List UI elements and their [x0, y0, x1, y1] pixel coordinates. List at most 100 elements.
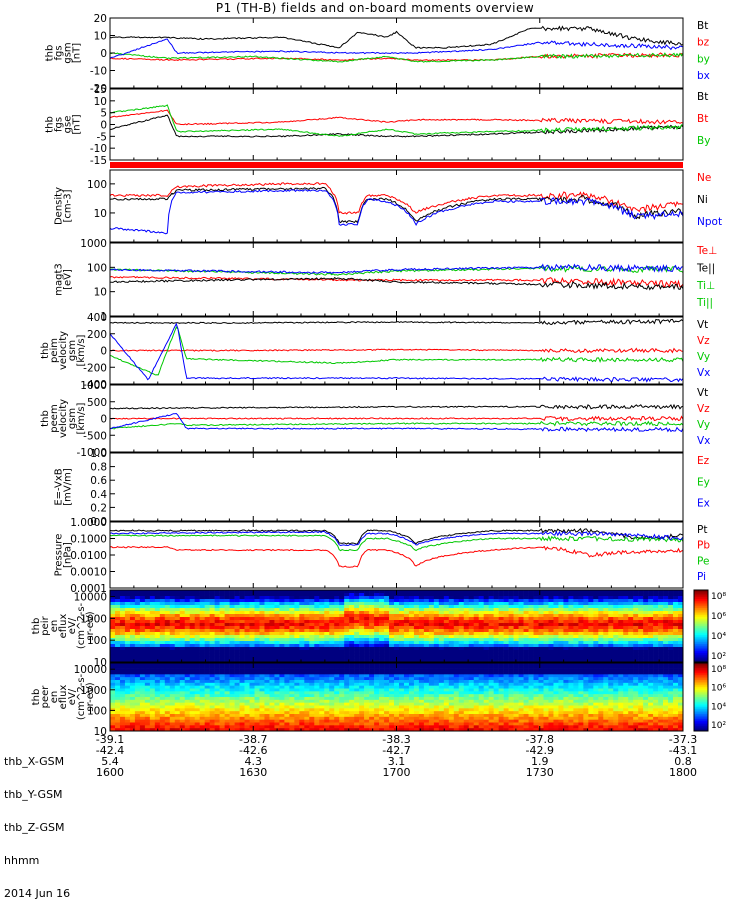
spectrogram-cell: [643, 626, 648, 629]
spectrogram-cell: [274, 608, 279, 611]
spectrogram-cell: [449, 593, 454, 596]
spectrogram-cell: [479, 611, 484, 614]
spectrogram-cell: [648, 656, 653, 659]
spectrogram-cell: [374, 629, 379, 632]
spectrogram-cell: [349, 593, 354, 596]
spectrogram-cell: [539, 632, 544, 635]
spectrogram-cell: [135, 602, 140, 605]
spectrogram-cell: [140, 723, 145, 726]
spectrogram-cell: [140, 602, 145, 605]
spectrogram-cell: [349, 599, 354, 602]
spectrogram-cell: [449, 629, 454, 632]
spectrogram-cell: [359, 602, 364, 605]
spectrogram-cell: [344, 638, 349, 641]
spectrogram-cell: [434, 686, 439, 689]
spectrogram-cell: [205, 653, 210, 656]
spectrogram-cell: [359, 725, 364, 728]
spectrogram-cell: [374, 683, 379, 686]
spectrogram-cell: [150, 653, 155, 656]
spectrogram-cell: [484, 626, 489, 629]
spectrogram-cell: [140, 677, 145, 680]
spectrogram-cell: [205, 644, 210, 647]
spectrogram-cell: [643, 599, 648, 602]
spectrogram-cell: [304, 596, 309, 599]
spectrogram-cell: [389, 703, 394, 706]
spectrogram-cell: [339, 666, 344, 669]
spectrogram-cell: [339, 629, 344, 632]
spectrogram-cell: [369, 697, 374, 700]
spectrogram-cell: [429, 686, 434, 689]
spectrogram-cell: [235, 714, 240, 717]
spectrogram-cell: [279, 672, 284, 675]
spectrogram-cell: [628, 611, 633, 614]
spectrogram-cell: [279, 720, 284, 723]
spectrogram-cell: [444, 626, 449, 629]
spectrogram-cell: [155, 666, 160, 669]
spectrogram-cell: [588, 614, 593, 617]
spectrogram-cell: [140, 638, 145, 641]
spectrogram-cell: [593, 617, 598, 620]
spectrogram-cell: [618, 626, 623, 629]
spectrogram-cell: [250, 653, 255, 656]
spectrogram-cell: [255, 605, 260, 608]
spectrogram-cell: [553, 599, 558, 602]
spectrogram-cell: [374, 602, 379, 605]
spectrogram-cell: [274, 677, 279, 680]
spectrogram-cell: [150, 638, 155, 641]
spectrogram-cell: [195, 653, 200, 656]
spectrogram-cell: [135, 672, 140, 675]
panel-peem_velocity: 10005000-500-1000thbpeemvelocitygsm[km/s…: [40, 380, 710, 459]
spectrogram-cell: [324, 725, 329, 728]
spectrogram-cell: [364, 629, 369, 632]
spectrogram-cell: [663, 617, 668, 620]
spectrogram-cell: [200, 614, 205, 617]
spectrogram-cell: [643, 617, 648, 620]
spectrogram-cell: [294, 694, 299, 697]
spectrogram-cell: [175, 638, 180, 641]
spectrogram-cell: [299, 653, 304, 656]
spectrogram-cell: [658, 644, 663, 647]
spectrogram-cell: [394, 677, 399, 680]
spectrogram-cell: [145, 608, 150, 611]
spectrogram-cell: [110, 635, 115, 638]
spectrogram-cell: [274, 620, 279, 623]
spectrogram-cell: [130, 714, 135, 717]
spectrogram-cell: [434, 605, 439, 608]
spectrogram-cell: [648, 641, 653, 644]
spectrogram-cell: [459, 666, 464, 669]
spectrogram-cell: [379, 644, 384, 647]
spectrogram-cell: [245, 611, 250, 614]
spectrogram-cell: [120, 694, 125, 697]
spectrogram-cell: [339, 653, 344, 656]
spectrogram-cell: [359, 617, 364, 620]
spectrogram-cell: [255, 656, 260, 659]
spectrogram-cell: [299, 680, 304, 683]
spectrogram-cell: [673, 656, 678, 659]
spectrogram-cell: [175, 683, 180, 686]
spectrogram-cell: [534, 656, 539, 659]
spectrogram-cell: [374, 717, 379, 720]
spectrogram-cell: [274, 700, 279, 703]
spectrogram-cell: [429, 700, 434, 703]
spectrogram-cell: [384, 605, 389, 608]
spectrogram-cell: [259, 717, 264, 720]
spectrogram-cell: [240, 677, 245, 680]
spectrogram-cell: [125, 674, 130, 677]
spectrogram-cell: [374, 620, 379, 623]
spectrogram-cell: [419, 706, 424, 709]
spectrogram-cell: [673, 617, 678, 620]
spectrogram-cell: [215, 614, 220, 617]
spectrogram-cell: [215, 605, 220, 608]
spectrogram-cell: [215, 623, 220, 626]
spectrogram-cell: [494, 596, 499, 599]
spectrogram-cell: [155, 717, 160, 720]
spectrogram-cell: [509, 635, 514, 638]
spectrogram-cell: [429, 666, 434, 669]
spectrogram-cell: [130, 641, 135, 644]
spectrogram-cell: [269, 723, 274, 726]
spectrogram-cell: [553, 653, 558, 656]
spectrogram-cell: [464, 711, 469, 714]
spectrogram-cell: [474, 626, 479, 629]
spectrogram-cell: [314, 694, 319, 697]
spectrogram-cell: [598, 617, 603, 620]
